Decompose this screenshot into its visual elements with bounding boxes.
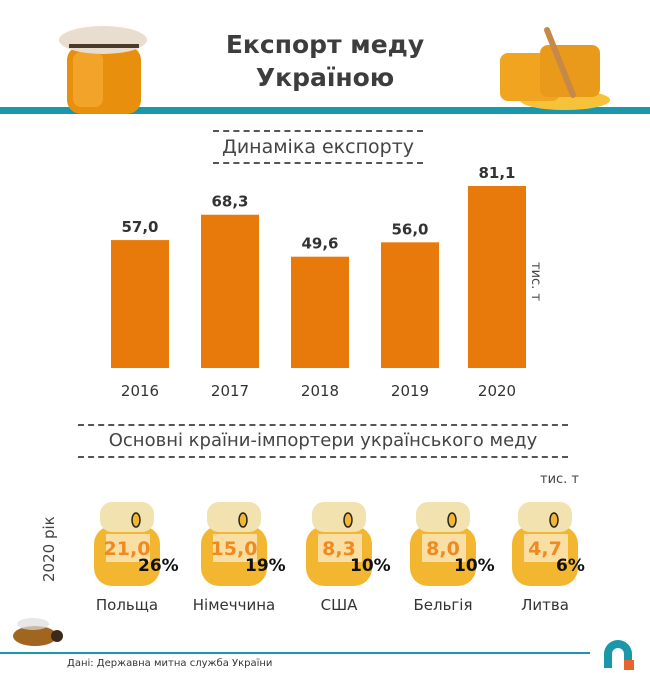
bar-value-label: 81,1 bbox=[478, 164, 515, 182]
importer-country: Бельгія bbox=[413, 596, 473, 614]
source-note: Дані: Державна митна служба України bbox=[67, 658, 273, 669]
logo bbox=[604, 640, 634, 670]
honey-jar-icon bbox=[201, 502, 267, 586]
importer-item: 15,0 19% Німеччина bbox=[193, 498, 286, 614]
importer-value: 8,0 bbox=[426, 538, 460, 560]
importer-country: Польща bbox=[95, 596, 159, 614]
importer-share: 10% bbox=[350, 556, 391, 576]
importer-share: 10% bbox=[454, 556, 495, 576]
bar-value-label: 56,0 bbox=[391, 220, 428, 238]
bar-2017 bbox=[201, 214, 259, 368]
header-divider bbox=[0, 107, 650, 114]
bar-2018 bbox=[291, 256, 349, 368]
importer-item: 8,0 10% Бельгія bbox=[406, 498, 495, 614]
importers-unit: тис. т bbox=[540, 472, 580, 487]
bar-value-label: 57,0 bbox=[121, 218, 158, 236]
importer-item: 8,3 10% США bbox=[302, 498, 391, 614]
importer-value: 4,7 bbox=[528, 538, 562, 560]
honey-jar-icon bbox=[306, 502, 372, 586]
importer-share: 19% bbox=[245, 556, 286, 576]
bar-2016 bbox=[111, 240, 169, 368]
bar-2019 bbox=[381, 242, 439, 368]
footer-divider bbox=[0, 652, 590, 654]
importer-share: 6% bbox=[556, 556, 585, 576]
year-label: 2020 рік bbox=[40, 516, 58, 582]
honeycomb-image bbox=[500, 27, 610, 110]
importer-country: США bbox=[320, 596, 358, 614]
export-bar-chart: 57,0 2016 68,3 2017 49,6 2018 56,0 2019 81,1 2020 bbox=[111, 164, 526, 400]
x-tick-label: 2020 bbox=[478, 382, 516, 400]
bar-2020 bbox=[468, 186, 526, 368]
importer-value: 8,3 bbox=[322, 538, 356, 560]
importer-share: 26% bbox=[138, 556, 179, 576]
x-tick-label: 2019 bbox=[391, 382, 429, 400]
importer-item: 4,7 6% Литва bbox=[508, 498, 585, 614]
x-tick-label: 2017 bbox=[211, 382, 249, 400]
importer-value: 15,0 bbox=[210, 538, 258, 560]
x-tick-label: 2016 bbox=[121, 382, 159, 400]
bee-image bbox=[13, 618, 63, 646]
importer-value: 21,0 bbox=[103, 538, 151, 560]
title-line-1: Експорт меду bbox=[225, 30, 425, 59]
bar-value-label: 68,3 bbox=[211, 193, 248, 211]
bar-value-label: 49,6 bbox=[301, 235, 338, 253]
importer-country: Литва bbox=[521, 596, 569, 614]
honey-jar-icon bbox=[512, 502, 578, 586]
honey-jar-image bbox=[59, 26, 147, 114]
honey-jar-icon bbox=[94, 502, 160, 586]
page-title: Експорт меду Україною bbox=[160, 28, 490, 94]
importers-title: Основні країни-імпортери українського ме… bbox=[78, 424, 568, 458]
importer-item: 21,0 26% Польща bbox=[90, 498, 179, 614]
title-line-2: Україною bbox=[255, 63, 395, 92]
x-tick-label: 2018 bbox=[301, 382, 339, 400]
honey-jar-icon bbox=[410, 502, 476, 586]
chart-title: Динаміка експорту bbox=[213, 130, 423, 164]
importer-country: Німеччина bbox=[192, 596, 276, 614]
